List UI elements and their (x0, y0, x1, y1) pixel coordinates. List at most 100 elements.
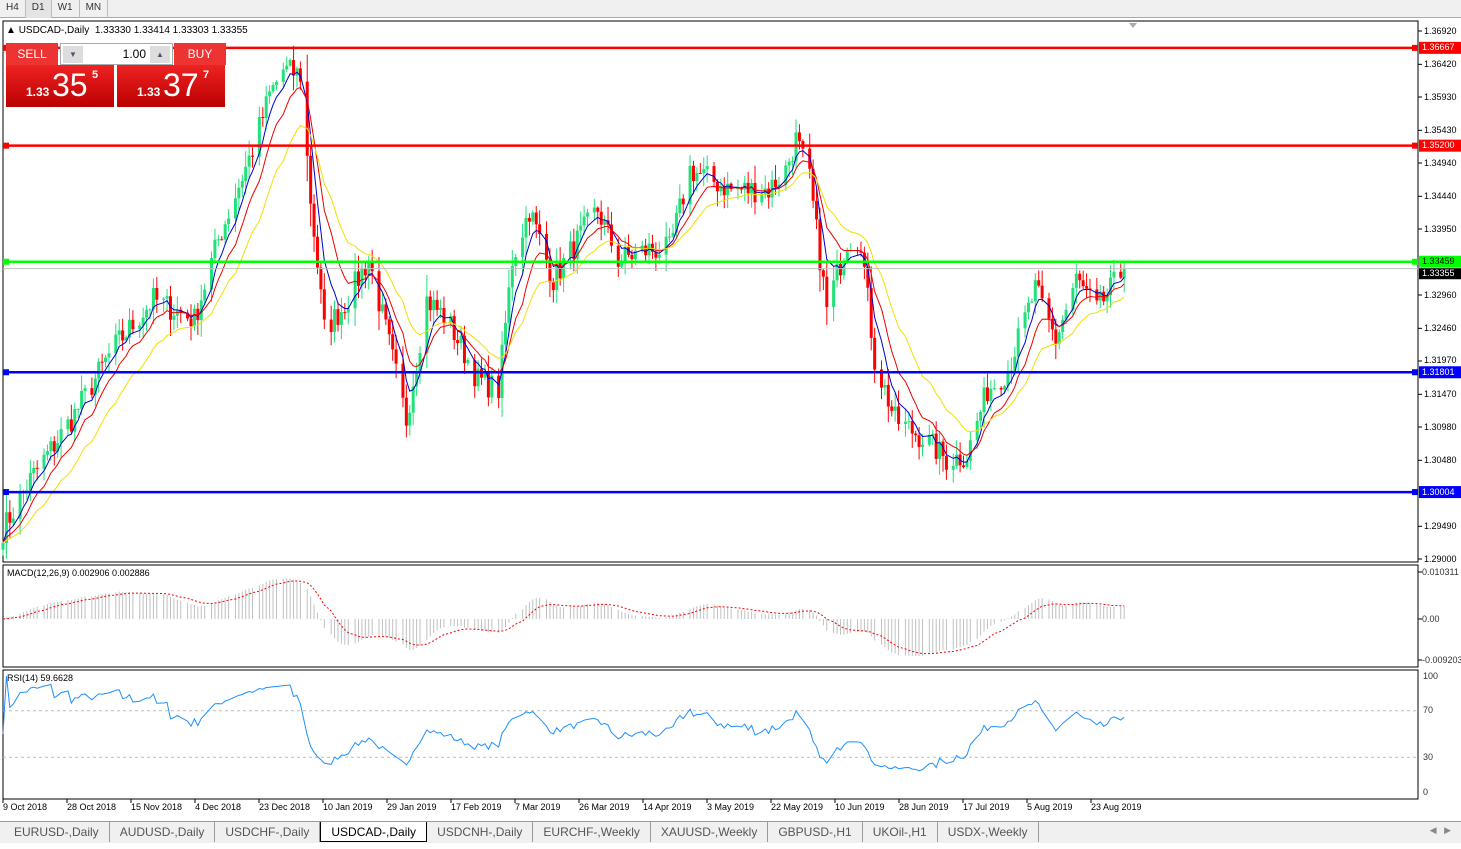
candle-body (1081, 280, 1085, 287)
candle-body (220, 239, 224, 241)
sell-price-pip: 5 (92, 69, 99, 81)
sell-button[interactable]: SELL (6, 43, 58, 65)
chart-tab[interactable]: UKOil-,H1 (863, 822, 938, 842)
candle-body (127, 319, 131, 338)
candle-body (124, 337, 128, 341)
candle-body (264, 96, 268, 118)
price-axis-label: 1.31470 (1424, 388, 1457, 399)
candle-body (319, 267, 323, 290)
candle-body (237, 187, 241, 199)
macd-histogram (5, 578, 1125, 656)
candle-body (1054, 329, 1058, 344)
candle-body (575, 230, 579, 259)
candle-body (435, 299, 439, 310)
candle-body (367, 260, 371, 276)
candle-body (401, 363, 405, 398)
candle-body (774, 179, 778, 188)
macd-axis-label: 0.010311 (1422, 566, 1459, 577)
candle-body (312, 203, 316, 237)
candle-body (408, 412, 412, 426)
date-axis-label: 17 Jul 2019 (963, 802, 1010, 812)
candle-body (449, 316, 453, 324)
candle-body (90, 388, 94, 395)
candle-body (657, 254, 661, 258)
candle-body (579, 225, 583, 231)
candle-body (596, 207, 600, 212)
candle-body (377, 271, 381, 312)
chart-tab[interactable]: USDCNH-,Daily (427, 822, 534, 842)
candle-body (466, 359, 470, 364)
sell-price-big: 1.33 (26, 85, 50, 99)
chart-tab[interactable]: XAUUSD-,Weekly (651, 822, 769, 842)
candle-body (210, 258, 214, 290)
date-axis-label: 14 Apr 2019 (643, 802, 692, 812)
moving-average-5 (2, 71, 1125, 544)
candle-body (1023, 312, 1027, 329)
rsi-axis-label: 30 (1423, 751, 1434, 762)
candle-body (483, 371, 487, 378)
candle-body (394, 349, 398, 364)
candle-body (18, 492, 22, 519)
chart-tab[interactable]: EURCHF-,Weekly (533, 822, 651, 842)
candle-body (162, 298, 166, 300)
candle-body (121, 330, 125, 341)
candle-body (281, 69, 285, 82)
candle-body (486, 371, 490, 398)
lot-size-input[interactable]: ▼ 1.00 ▲ (60, 43, 173, 65)
chart-tab[interactable]: USDCHF-,Daily (215, 822, 321, 842)
candle-body (883, 385, 887, 388)
candle-body (459, 335, 463, 344)
candle-body (1074, 273, 1078, 288)
chart-tab[interactable]: GBPUSD-,H1 (768, 822, 863, 842)
chart-tab[interactable]: EURUSD-,Daily (4, 822, 110, 842)
lot-increase-button[interactable]: ▲ (150, 46, 170, 63)
date-axis-label: 10 Jun 2019 (835, 802, 885, 812)
candle-body (8, 512, 12, 523)
date-axis-label: 17 Feb 2019 (451, 802, 502, 812)
candle-body (52, 441, 56, 452)
candle-body (910, 421, 914, 434)
candle-body (538, 224, 542, 234)
candle-body (45, 451, 49, 455)
candle-body (835, 264, 839, 281)
lot-decrease-button[interactable]: ▼ (63, 46, 83, 63)
buy-price[interactable]: 1.33 37 7 (117, 65, 225, 107)
timeframe-h4[interactable]: H4 (0, 0, 26, 18)
timeframe-mn[interactable]: MN (80, 0, 109, 18)
candle-body (363, 268, 367, 276)
candle-body (599, 211, 603, 225)
timeframe-d1[interactable]: D1 (25, 0, 52, 18)
date-axis-label: 10 Jan 2019 (323, 802, 373, 812)
timeframe-w1[interactable]: W1 (52, 0, 80, 18)
candle-body (890, 406, 894, 411)
buy-button[interactable]: BUY (174, 43, 226, 65)
candle-body (1085, 286, 1089, 289)
tab-scroll-arrows[interactable]: ◀ ▶ (1429, 825, 1451, 835)
chart-tab[interactable]: AUDUSD-,Daily (110, 822, 216, 842)
chart-tab[interactable]: USDX-,Weekly (938, 822, 1039, 842)
candle-body (1105, 295, 1109, 302)
price-axis-label: 1.33950 (1424, 223, 1457, 234)
candle-body (603, 220, 607, 225)
candle-body (93, 378, 97, 395)
candle-body (921, 444, 925, 447)
candle-body (739, 188, 743, 190)
candle-body (503, 322, 507, 345)
candle-body (73, 408, 77, 432)
candle-body (28, 472, 32, 491)
candle-body (750, 182, 754, 194)
candle-body (907, 421, 911, 423)
symbol-label: USDCAD-,Daily (18, 25, 90, 36)
candle-body (233, 198, 237, 219)
buy-price-main: 37 (163, 67, 199, 103)
chart-tab[interactable]: USDCAD-,Daily (320, 822, 428, 842)
candle-body (305, 81, 309, 156)
candle-body (1033, 280, 1037, 302)
candle-body (1030, 301, 1034, 303)
candle-body (1064, 309, 1068, 320)
level-price-label: 1.31801 (1422, 366, 1455, 377)
sell-price[interactable]: 1.33 35 5 (6, 65, 114, 107)
candle-body (145, 309, 149, 318)
candle-body (1078, 273, 1082, 281)
